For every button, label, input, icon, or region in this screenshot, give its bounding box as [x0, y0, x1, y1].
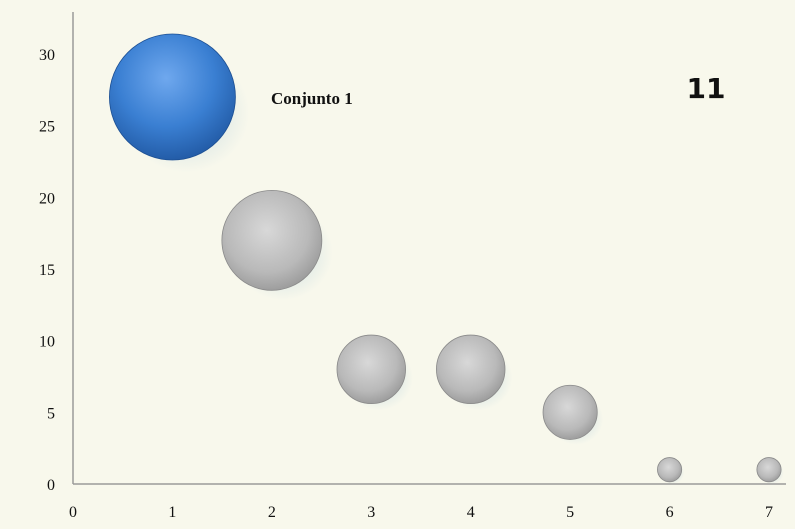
page-number: 11 [687, 72, 726, 105]
x-tick-label: 1 [168, 504, 176, 521]
x-tick-label: 7 [765, 504, 773, 521]
x-tick-label: 2 [268, 504, 276, 521]
x-tick-label: 6 [666, 504, 674, 521]
y-tick-label: 25 [39, 119, 55, 136]
bubble-highlighted [109, 33, 236, 161]
y-tick-label: 20 [39, 190, 55, 207]
y-tick-label: 15 [39, 262, 55, 279]
bubble [221, 189, 323, 291]
bubble [657, 457, 683, 483]
bubble [542, 384, 598, 440]
y-tick-label: 5 [47, 405, 55, 422]
x-tick-label: 3 [367, 504, 375, 521]
x-tick-label: 0 [69, 504, 77, 521]
bubble-layer [109, 33, 782, 483]
bubble [436, 334, 506, 405]
y-tick-label: 0 [47, 477, 55, 494]
y-tick-label: 30 [39, 47, 55, 64]
series-label: Conjunto 1 [271, 89, 353, 108]
bubble [336, 334, 406, 405]
x-tick-label: 4 [467, 504, 475, 521]
x-tick-label: 5 [566, 504, 574, 521]
tick-labels: 0 1 2 3 4 5 6 7 0 5 10 15 20 25 30 [39, 47, 773, 521]
bubble [756, 457, 782, 483]
y-tick-label: 10 [39, 334, 55, 351]
